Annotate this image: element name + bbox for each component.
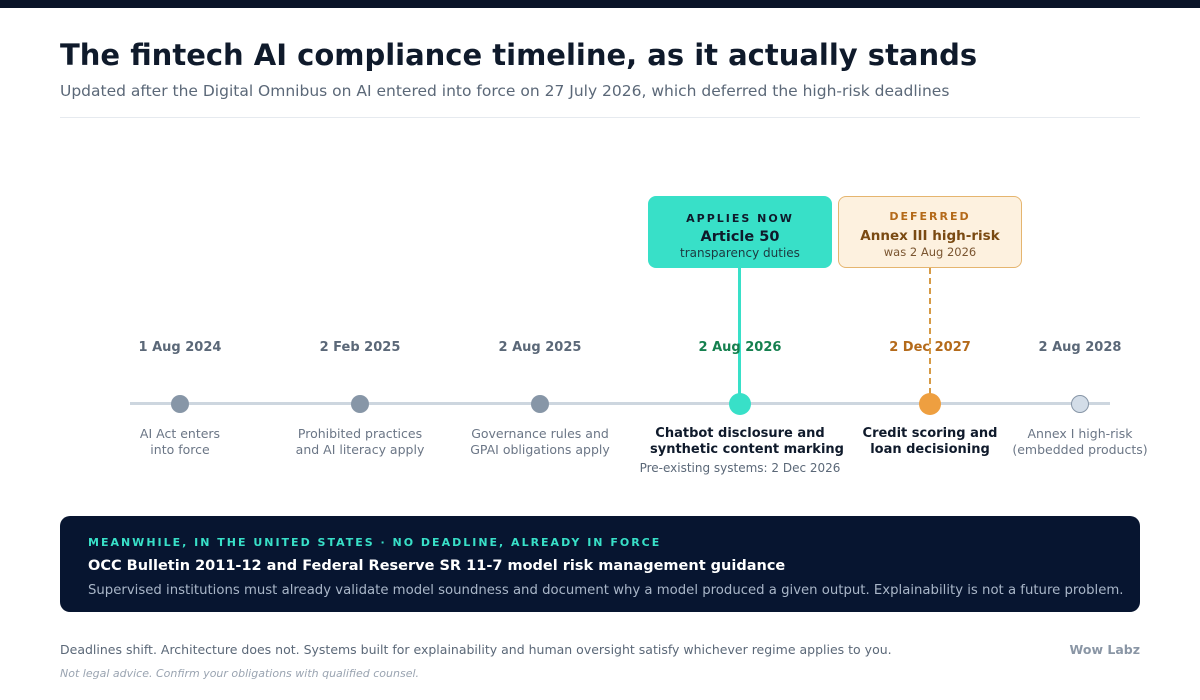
callout-subtitle: was 2 Aug 2026	[883, 245, 977, 259]
milestone-date: 2 Dec 2027	[889, 340, 971, 355]
us-panel-tag: MEANWHILE, IN THE UNITED STATES · NO DEA…	[88, 536, 662, 549]
milestone-label: AI Act enters into force	[139, 426, 221, 457]
milestone-dot-future	[1071, 395, 1089, 413]
milestone-label: Chatbot disclosure and synthetic content…	[650, 426, 844, 457]
us-panel-body: Supervised institutions must already val…	[88, 583, 1124, 598]
milestone-date: 2 Aug 2025	[498, 340, 582, 355]
applies-now-connector	[738, 268, 741, 394]
callout-title: Annex III high-risk	[860, 228, 1000, 244]
page-title: The fintech AI compliance timeline, as i…	[60, 38, 978, 72]
milestone-label: Governance rules and GPAI obligations ap…	[470, 426, 610, 457]
milestone-date: 2 Aug 2028	[1038, 340, 1122, 355]
milestone-date: 1 Aug 2024	[138, 340, 222, 355]
milestone-label: Credit scoring and loan decisioning	[862, 426, 998, 457]
page-subtitle: Updated after the Digital Omnibus on AI …	[60, 82, 950, 100]
deferred-callout: DEFERRED Annex III high-risk was 2 Aug 2…	[838, 196, 1022, 268]
brand-name: Wow Labz	[1069, 642, 1140, 657]
milestone-dot	[171, 395, 189, 413]
milestone-dot-now	[729, 393, 751, 415]
deferred-connector	[929, 268, 931, 394]
timeline-axis	[130, 402, 1110, 405]
callout-title: Article 50	[700, 229, 780, 245]
disclaimer: Not legal advice. Confirm your obligatio…	[60, 667, 420, 680]
milestone-note: Pre-existing systems: 2 Dec 2026	[639, 461, 841, 475]
milestone-dot	[351, 395, 369, 413]
callout-tag: APPLIES NOW	[686, 212, 794, 225]
top-accent-bar	[0, 0, 1200, 8]
callout-tag: DEFERRED	[889, 210, 971, 223]
applies-now-callout: APPLIES NOW Article 50 transparency duti…	[648, 196, 832, 268]
milestone-label: Prohibited practices and AI literacy app…	[295, 426, 425, 457]
milestone-date: 2 Feb 2025	[319, 340, 401, 355]
milestone-date: 2 Aug 2026	[698, 340, 782, 355]
us-panel-title: OCC Bulletin 2011-12 and Federal Reserve…	[88, 558, 786, 574]
callout-subtitle: transparency duties	[680, 246, 800, 260]
milestone-dot	[531, 395, 549, 413]
milestone-dot-deferred	[919, 393, 941, 415]
header-divider	[60, 117, 1140, 118]
us-regulation-panel: MEANWHILE, IN THE UNITED STATES · NO DEA…	[60, 516, 1140, 612]
footer-text: Deadlines shift. Architecture does not. …	[60, 642, 892, 657]
milestone-label: Annex I high-risk (embedded products)	[1012, 426, 1148, 457]
